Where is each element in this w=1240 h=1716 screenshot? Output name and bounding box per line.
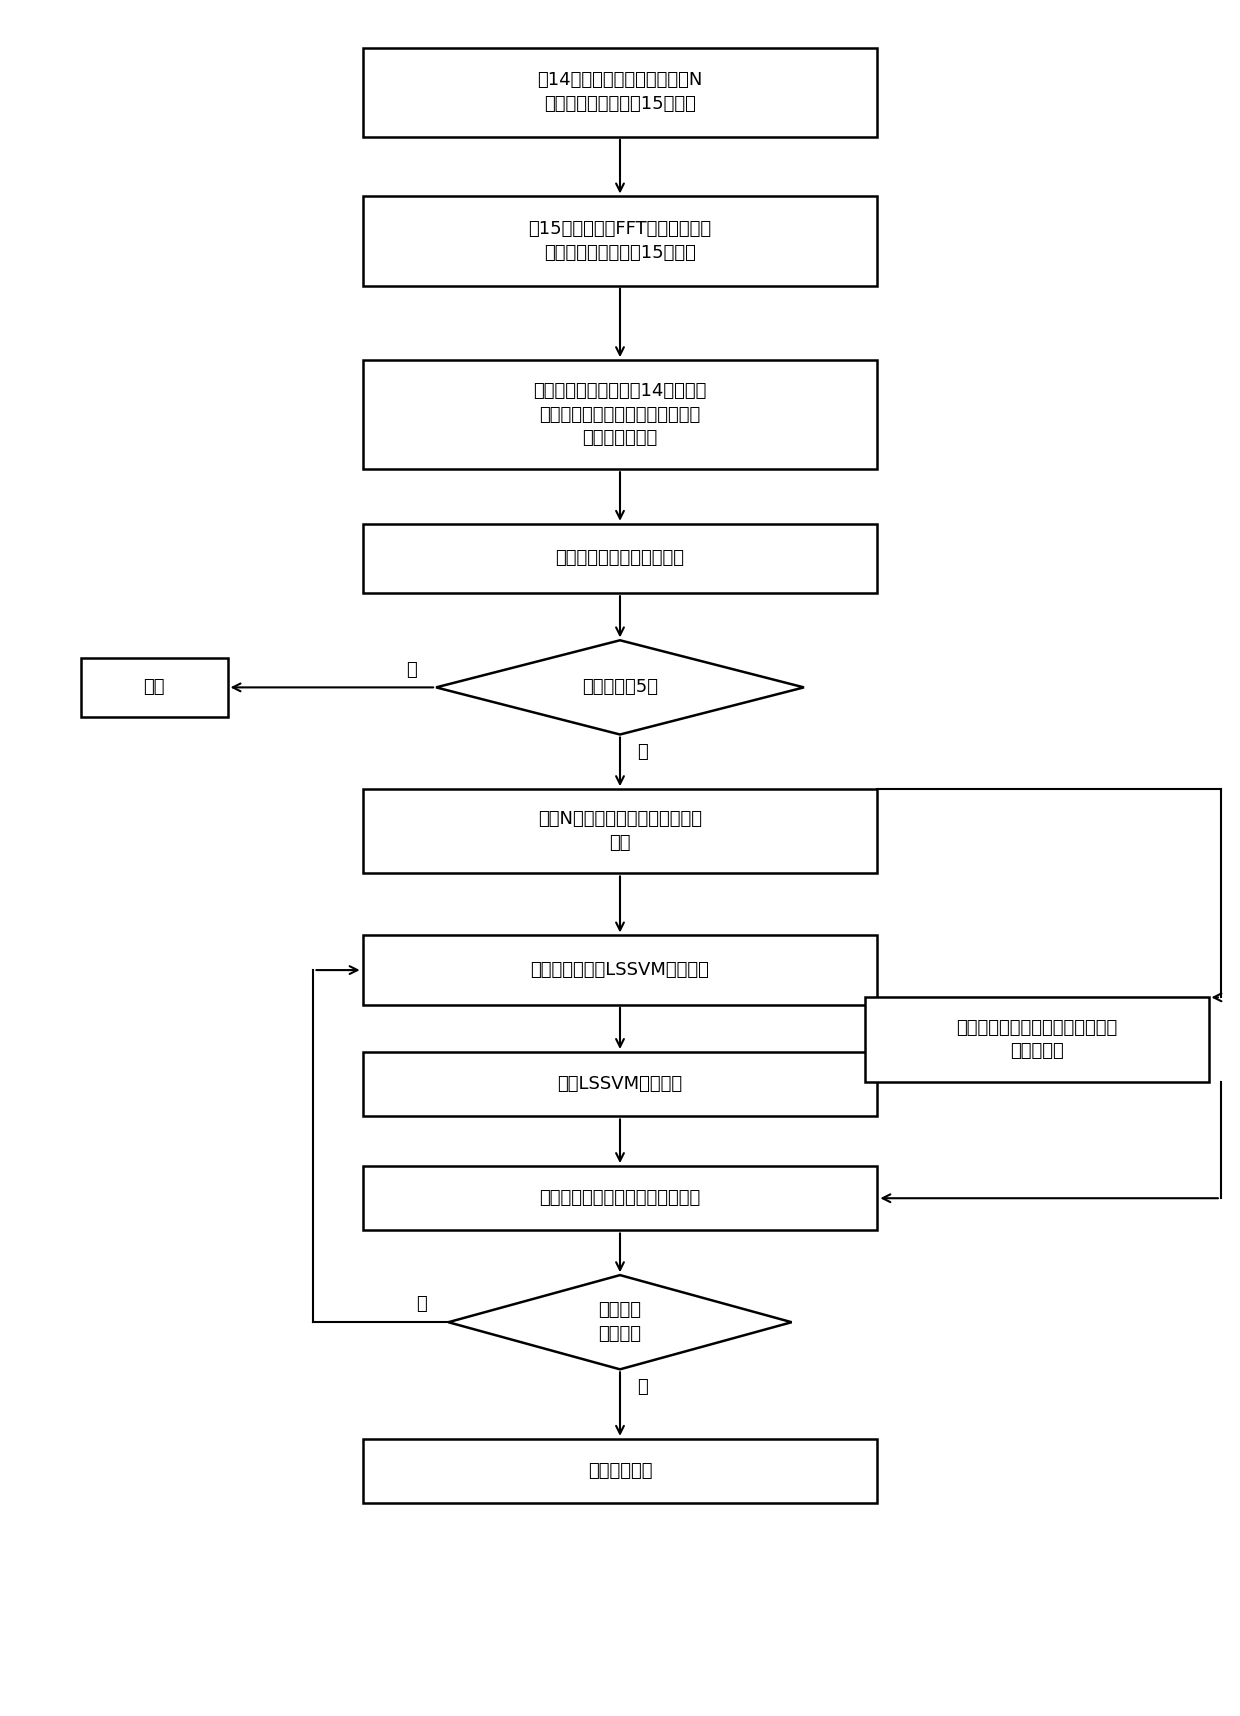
Text: 淘汰: 淘汰 (144, 678, 165, 697)
Bar (362, 523, 878, 594)
Text: 按照相关度的大小进行排序: 按照相关度的大小进行排序 (556, 549, 684, 568)
Text: 是: 是 (636, 743, 647, 762)
Text: 选取N年的年度历史数据构造训练
样本: 选取N年的年度历史数据构造训练 样本 (538, 810, 702, 853)
Bar (81, 657, 228, 717)
Bar (362, 196, 878, 285)
Text: 根据训练样本对LSSVM参数优化: 根据训练样本对LSSVM参数优化 (531, 961, 709, 980)
Text: 否: 否 (415, 1296, 427, 1313)
Text: 将14个影响因素和装机容量的N
年月份历史数据组成15个向量: 将14个影响因素和装机容量的N 年月份历史数据组成15个向量 (537, 72, 703, 113)
Bar (362, 1438, 878, 1503)
Text: 用相关性分析方法求取14个影响因
素的幅值向量与装机容量的幅值向
量之间的相关度: 用相关性分析方法求取14个影响因 素的幅值向量与装机容量的幅值向 量之间的相关度 (533, 383, 707, 448)
Bar (362, 789, 878, 873)
Bar (362, 1165, 878, 1230)
Bar (866, 997, 1209, 1081)
Bar (362, 935, 878, 1006)
Polygon shape (436, 640, 804, 734)
Text: 利用预测模型和预测样本进行预测: 利用预测模型和预测样本进行预测 (539, 1189, 701, 1208)
Text: 是否达到
精度要求: 是否达到 精度要求 (599, 1301, 641, 1344)
Polygon shape (449, 1275, 791, 1369)
Text: 选取预测年的年度影响因素数据构
造预测样本: 选取预测年的年度影响因素数据构 造预测样本 (956, 1019, 1117, 1060)
Bar (362, 1052, 878, 1117)
Bar (362, 360, 878, 468)
Text: 是: 是 (636, 1378, 647, 1397)
Text: 输出预测结果: 输出预测结果 (588, 1462, 652, 1479)
Text: 否: 否 (407, 661, 417, 678)
Text: 对15个向量经行FFT分析，分别将
各频率下的幅值组成15个向量: 对15个向量经行FFT分析，分别将 各频率下的幅值组成15个向量 (528, 220, 712, 263)
Text: 是否排在前5位: 是否排在前5位 (582, 678, 658, 697)
Bar (362, 48, 878, 137)
Text: 输出LSSVM预测模型: 输出LSSVM预测模型 (558, 1076, 682, 1093)
